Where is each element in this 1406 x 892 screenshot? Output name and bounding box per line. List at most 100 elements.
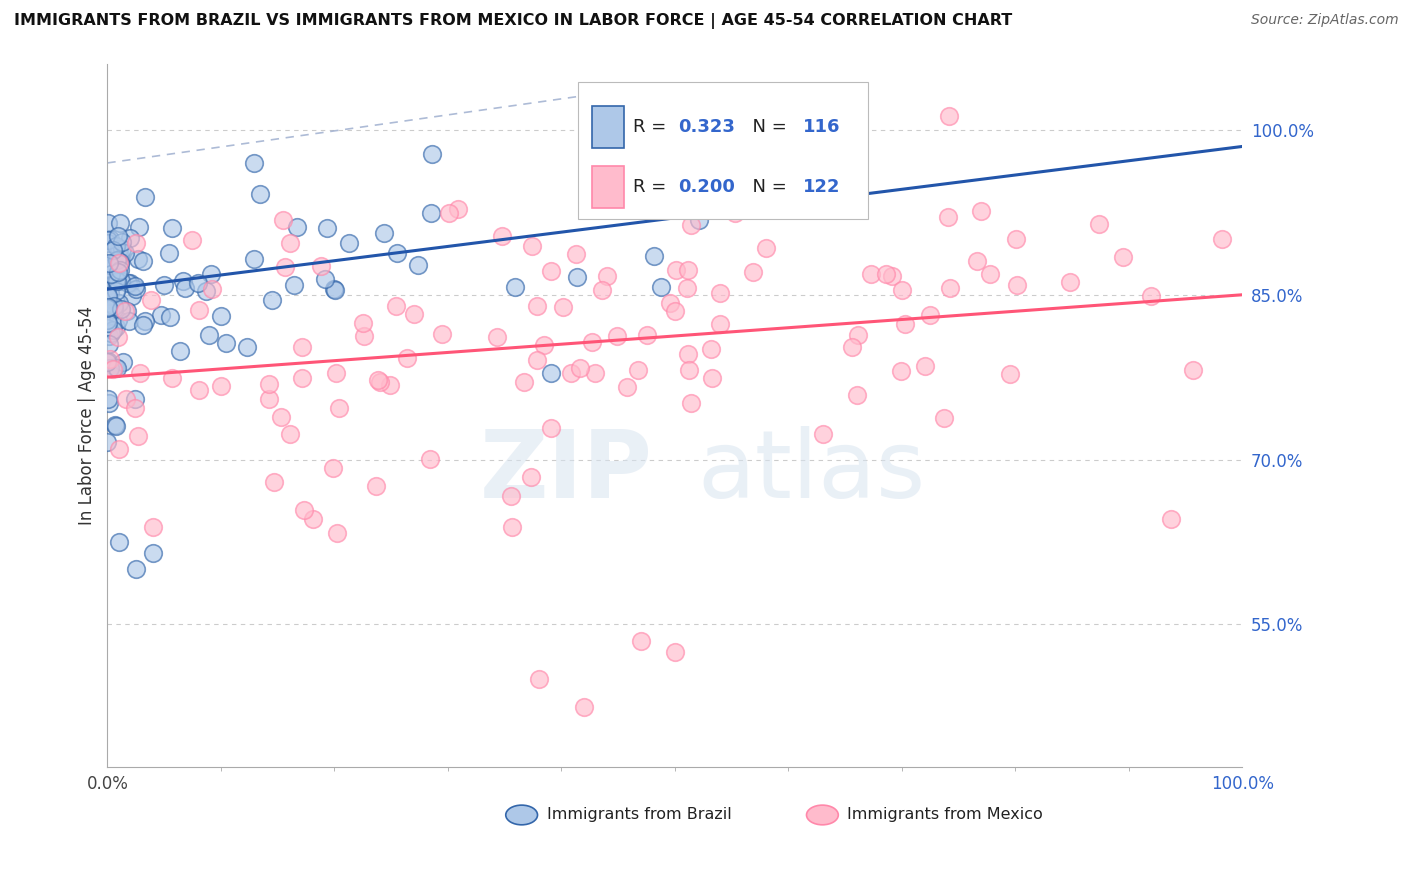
Point [664, 645, 686, 659]
Point [875, 267, 897, 281]
Point [337, 236, 360, 251]
Point [111, 235, 134, 250]
Point [200, 268, 222, 282]
Point [107, 228, 129, 243]
Point [141, 293, 163, 308]
Point [396, 351, 419, 366]
Point [249, 186, 271, 201]
Point [419, 451, 441, 466]
Point [501, 519, 523, 533]
Point [285, 219, 308, 234]
Point [107, 313, 129, 327]
Point [724, 206, 747, 220]
Text: 0.200: 0.200 [678, 178, 735, 196]
Point [846, 328, 869, 343]
Point [115, 303, 138, 318]
Point [328, 401, 350, 416]
Point [96, 321, 118, 335]
Point [97, 301, 120, 315]
Point [1140, 289, 1163, 303]
Point [678, 363, 700, 377]
Point [97, 392, 120, 406]
Text: Source: ZipAtlas.com: Source: ZipAtlas.com [1251, 13, 1399, 28]
Point [118, 314, 141, 328]
Point [491, 228, 513, 243]
Point [108, 256, 131, 270]
Point [127, 252, 149, 266]
Point [932, 410, 955, 425]
Point [209, 378, 232, 392]
Text: N =: N = [741, 178, 792, 196]
Y-axis label: In Labor Force | Age 45-54: In Labor Force | Age 45-54 [79, 306, 96, 525]
Point [129, 366, 152, 380]
Point [108, 442, 131, 457]
Point [187, 383, 209, 397]
Point [1004, 231, 1026, 245]
Point [215, 335, 238, 350]
Point [96, 355, 118, 369]
Point [108, 250, 131, 264]
Point [998, 368, 1021, 382]
Point [420, 147, 443, 161]
Point [98, 361, 121, 376]
Point [160, 371, 183, 385]
Point [110, 254, 132, 268]
Point [291, 370, 314, 384]
Point [966, 253, 988, 268]
Point [533, 338, 555, 352]
Point [938, 109, 960, 123]
Point [107, 265, 129, 279]
Point [117, 276, 139, 290]
Point [353, 328, 375, 343]
Point [104, 284, 127, 298]
Point [100, 267, 122, 281]
Point [96, 312, 118, 326]
Point [98, 286, 121, 301]
Point [630, 633, 652, 648]
Point [236, 340, 259, 354]
Point [979, 268, 1001, 282]
Text: Immigrants from Mexico: Immigrants from Mexico [848, 807, 1043, 822]
Point [97, 301, 120, 315]
Point [404, 307, 426, 321]
Point [352, 317, 374, 331]
Point [97, 236, 120, 251]
Point [447, 202, 470, 216]
Point [209, 309, 232, 323]
Point [100, 326, 122, 340]
Point [811, 427, 834, 442]
Point [565, 247, 588, 261]
Point [96, 283, 118, 297]
Point [606, 329, 628, 343]
Point [96, 301, 118, 315]
Point [96, 278, 118, 293]
Point [880, 269, 903, 284]
Point [688, 213, 710, 227]
Point [430, 327, 453, 342]
Point [681, 396, 703, 410]
Point [385, 245, 408, 260]
Point [274, 260, 297, 275]
Point [408, 259, 430, 273]
Point [96, 288, 118, 302]
Point [526, 299, 548, 313]
Point [103, 302, 125, 317]
Point [107, 330, 129, 344]
Point [108, 296, 131, 310]
Point [591, 283, 613, 297]
Point [1211, 232, 1233, 246]
Point [709, 317, 731, 331]
Point [1087, 217, 1109, 231]
Point [699, 342, 721, 356]
Point [174, 281, 197, 295]
Point [134, 189, 156, 203]
Point [664, 303, 686, 318]
Point [568, 360, 591, 375]
Point [283, 278, 305, 293]
Point [114, 246, 136, 260]
Point [681, 218, 703, 232]
Point [104, 417, 127, 432]
Point [709, 286, 731, 301]
Point [485, 330, 508, 344]
Text: ZIP: ZIP [479, 425, 652, 518]
